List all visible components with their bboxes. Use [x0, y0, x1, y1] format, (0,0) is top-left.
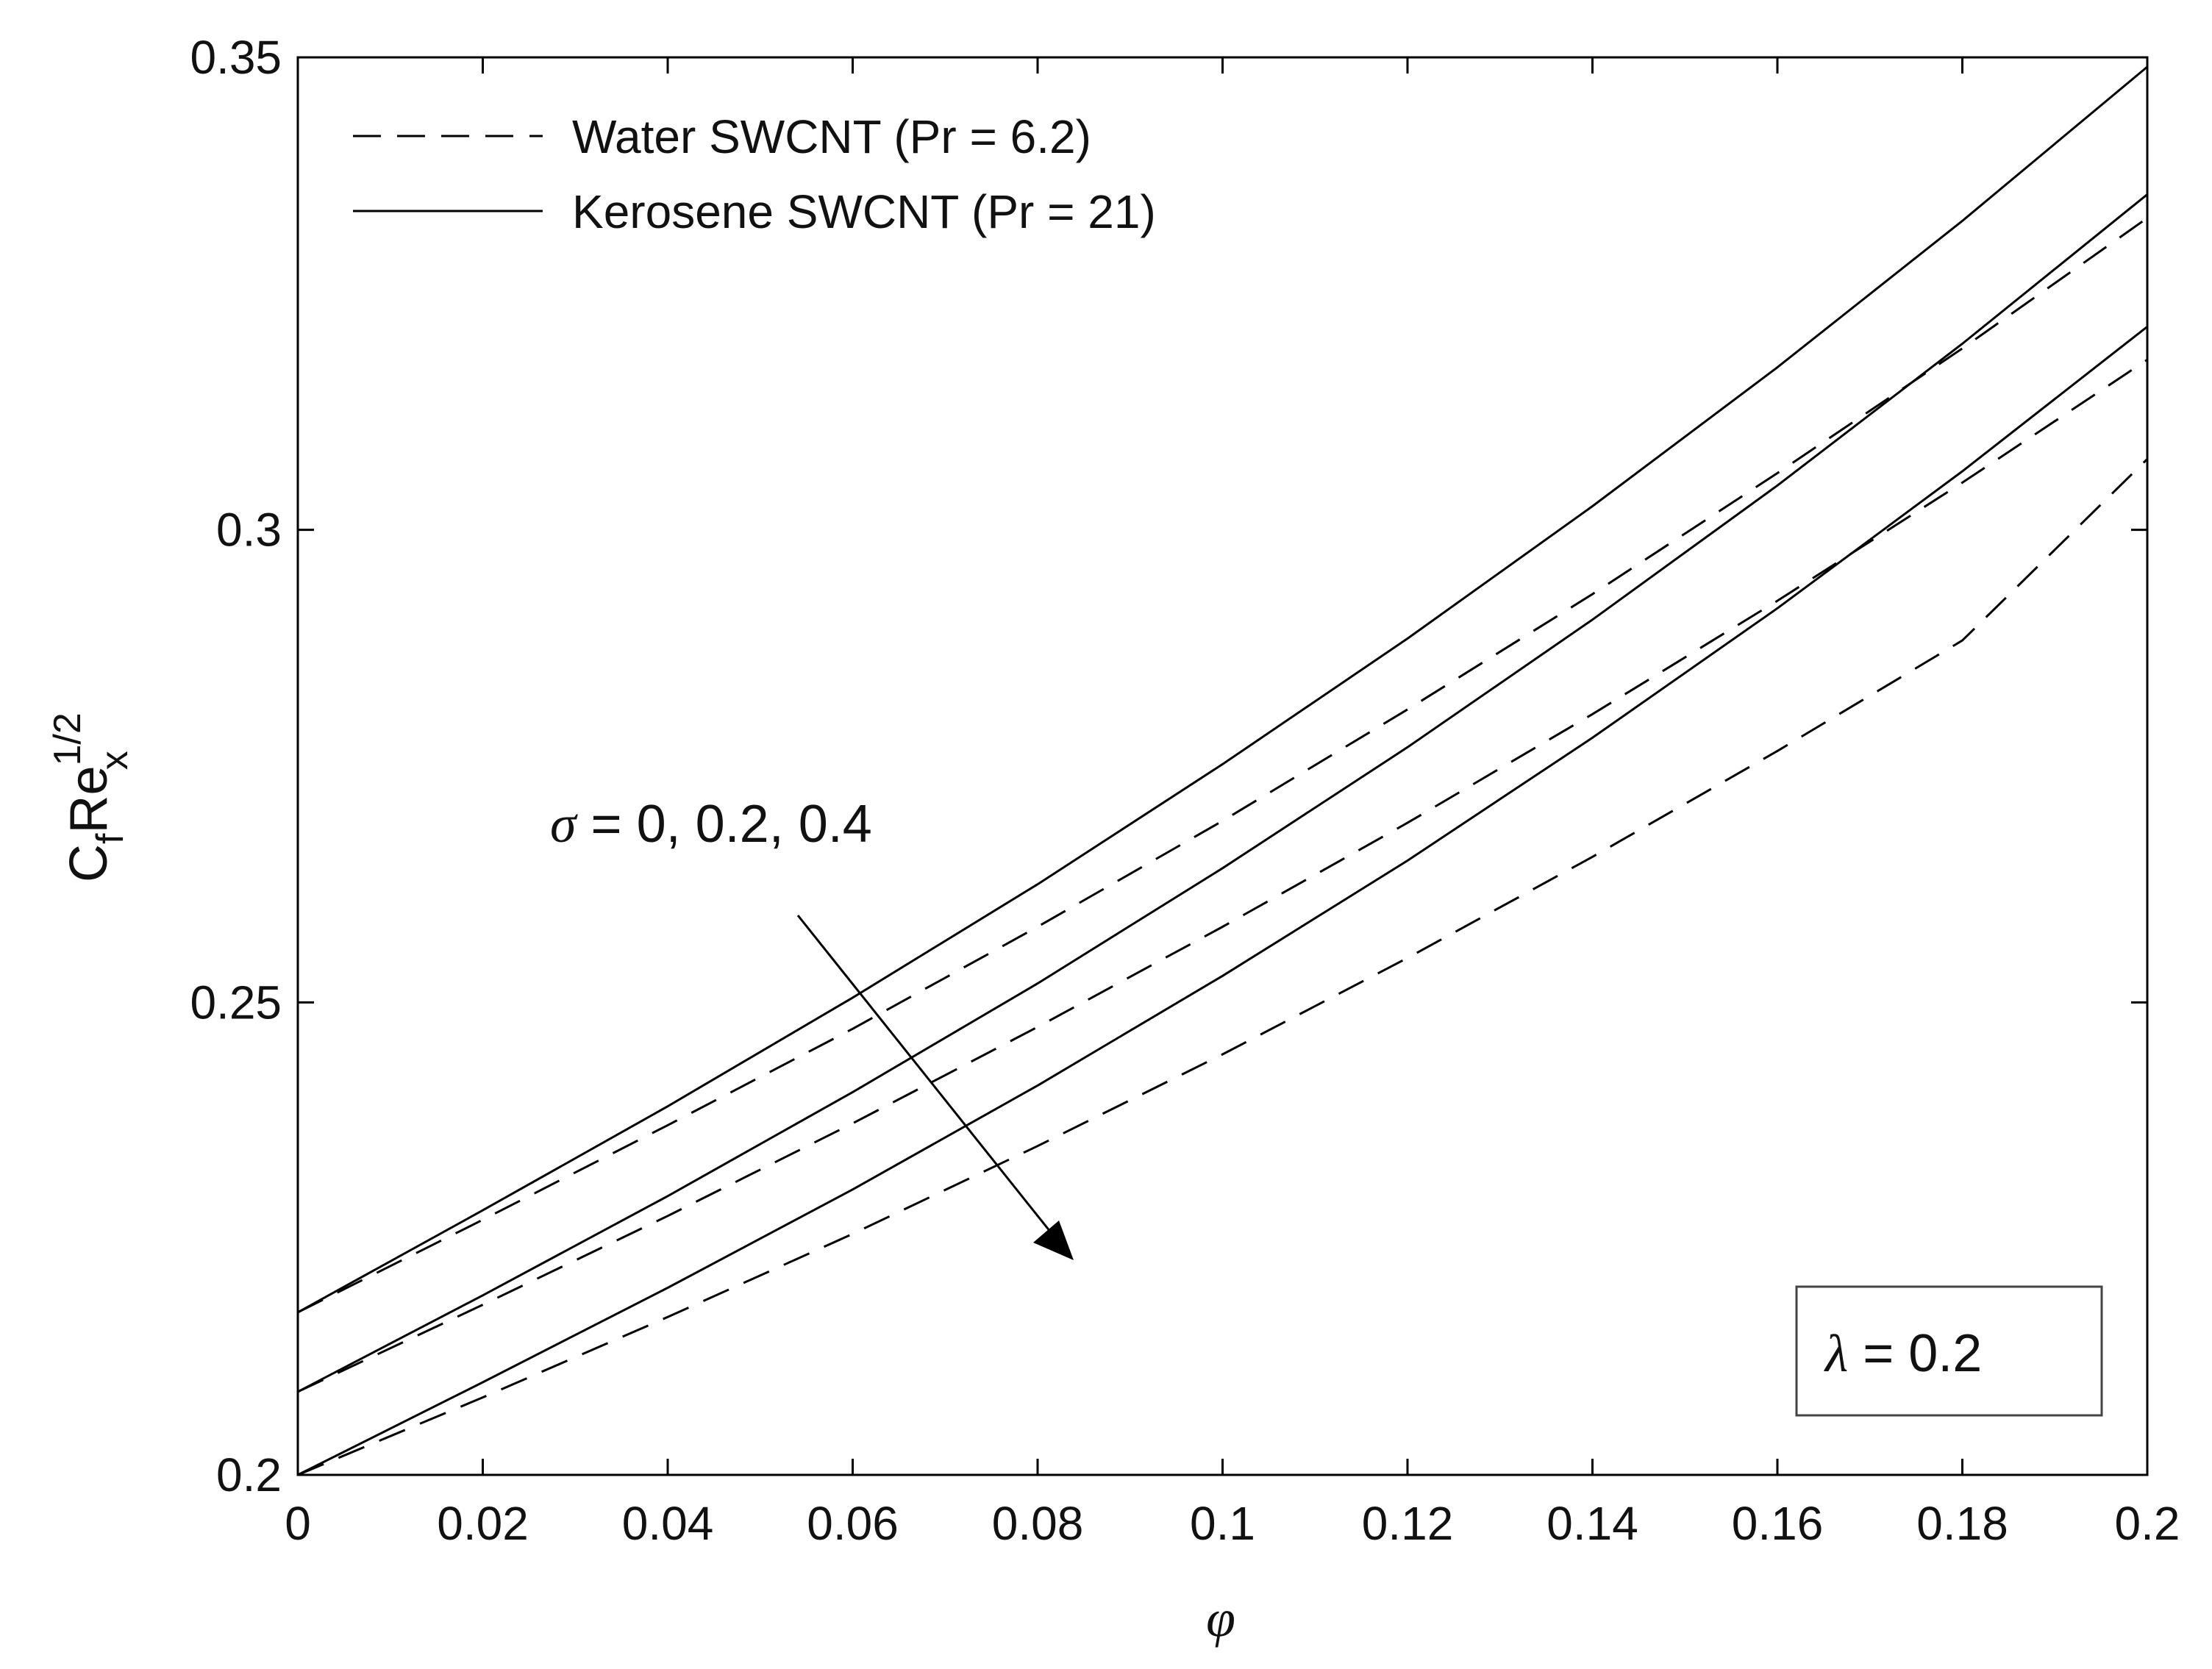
x-tick-label: 0.02 [437, 1497, 529, 1550]
x-tick-label: 0.2 [2115, 1497, 2180, 1550]
y-tick-label: 0.35 [190, 31, 282, 84]
ticks-layer: 0 0.02 0.04 0.06 0.08 0.1 0.12 0.14 0.16 0.18 0.2 0… [190, 31, 2180, 1550]
sigma-label: σ = 0, 0.2, 0.4 [550, 795, 872, 854]
y-axis-label: CfRe1/2 x [46, 712, 136, 882]
series-line-4 [297, 359, 2148, 1393]
x-tick-label: 0.16 [1732, 1497, 1824, 1550]
x-tick-label: 0 [285, 1497, 311, 1550]
sigma-arrowhead [1033, 1221, 1074, 1260]
y-tick-label: 0.3 [216, 504, 282, 557]
x-tick-label: 0.12 [1362, 1497, 1454, 1550]
lambda-annotation: λ = 0.2 [1795, 1285, 2103, 1417]
plot-area [296, 56, 2149, 1476]
y-tick-label: 0.25 [190, 976, 282, 1029]
sigma-annotation: σ = 0, 0.2, 0.4 [550, 795, 1074, 1260]
series-line-2 [297, 326, 2148, 1476]
svg-text:CfRe1/2x: CfRe1/2 x [46, 712, 136, 882]
x-tick-label: 0.18 [1916, 1497, 2008, 1550]
legend-label-kerosene: Kerosene SWCNT (Pr = 21) [572, 185, 1156, 238]
legend-label-water: Water SWCNT (Pr = 6.2) [572, 110, 1091, 163]
x-tick-label: 0.1 [1190, 1497, 1255, 1550]
x-tick-label: 0.08 [992, 1497, 1084, 1550]
series-line-5 [297, 458, 2149, 1476]
y-tick-label: 0.2 [216, 1448, 282, 1501]
series-line-0 [297, 65, 2148, 1314]
legend: Water SWCNT (Pr = 6.2) Kerosene SWCNT (P… [353, 110, 1156, 238]
lambda-box [1795, 1285, 2103, 1417]
sigma-arrow-shaft [796, 915, 1060, 1243]
series-line-3 [297, 217, 2148, 1314]
series-line-1 [297, 193, 2148, 1393]
x-axis-label: φ [1206, 1589, 1235, 1648]
x-tick-label: 0.06 [807, 1497, 899, 1550]
x-tick-label: 0.14 [1546, 1497, 1638, 1550]
x-tick-label: 0.04 [622, 1497, 714, 1550]
lambda-label: λ = 0.2 [1824, 1324, 1982, 1383]
series-layer [297, 65, 2149, 1476]
